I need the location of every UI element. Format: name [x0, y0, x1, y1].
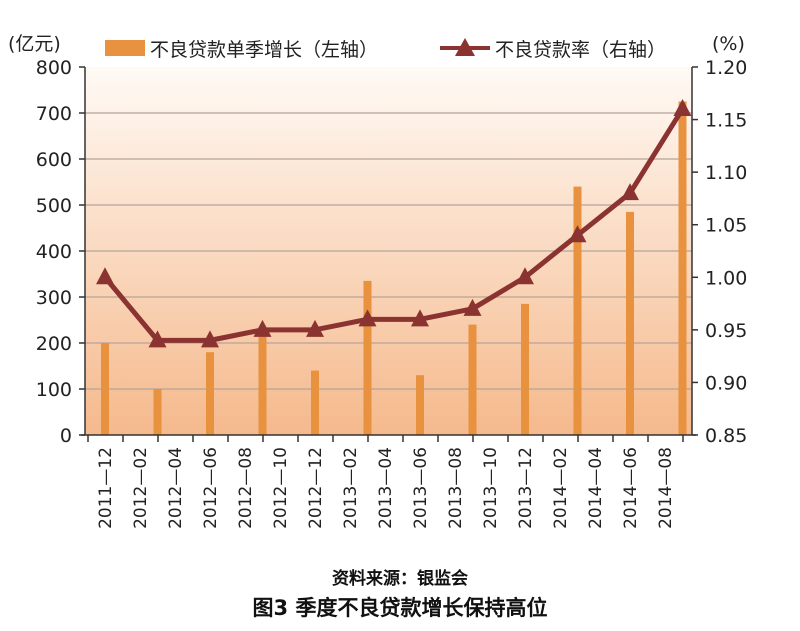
x-tick-label: 2013—04: [376, 447, 396, 529]
bar: [468, 324, 477, 435]
rate-point: [516, 267, 534, 285]
x-tick-label: 2012—06: [201, 447, 221, 529]
left-tick-label: 400: [36, 241, 72, 263]
legend-bar-label: 不良贷款单季增长（左轴）: [150, 39, 378, 61]
legend-line-label: 不良贷款率（右轴）: [495, 39, 666, 61]
left-axis-unit: (亿元): [8, 33, 61, 55]
rate-point: [201, 330, 219, 348]
bar: [311, 370, 319, 435]
bar: [258, 333, 267, 435]
rate-line: [103, 107, 685, 343]
bar: [573, 186, 582, 435]
x-tick-label: 2014—06: [621, 447, 641, 529]
rate-point: [463, 298, 482, 316]
x-tick-label: 2013—10: [481, 447, 501, 529]
left-tick-label: 100: [36, 379, 72, 401]
x-tick-label: 2014—04: [586, 447, 606, 529]
bar: [626, 211, 634, 435]
left-tick-label: 600: [36, 149, 72, 171]
x-tick-label: 2013—06: [411, 447, 431, 529]
chart-title: 图3 季度不良贷款增长保持高位: [253, 596, 548, 620]
right-tick-label: 0.90: [705, 372, 747, 394]
legend: 不良贷款单季增长（左轴） 不良贷款率（右轴）: [105, 38, 666, 61]
x-tick-label: 2013—12: [516, 447, 536, 529]
rate-point: [673, 99, 692, 117]
x-tick-label: 2012—02: [131, 447, 151, 529]
x-tick-label: 2012—10: [271, 447, 291, 529]
bar: [521, 303, 529, 435]
x-tick-label: 2013—08: [446, 447, 466, 529]
rate-point: [621, 183, 639, 201]
right-tick-label: 1.15: [705, 110, 747, 132]
bar: [206, 352, 214, 435]
right-axis-unit: (%): [712, 33, 745, 55]
rate-point: [358, 309, 377, 327]
x-tick-label: 2014—02: [551, 447, 571, 529]
left-tick-label: 700: [36, 103, 72, 125]
bar: [416, 375, 424, 435]
rate-point: [148, 330, 167, 348]
bar: [101, 343, 109, 435]
right-tick-label: 1.05: [705, 215, 747, 237]
bar: [153, 389, 162, 435]
bar: [678, 101, 687, 435]
left-tick-label: 0: [60, 425, 72, 447]
right-tick-label: 0.85: [705, 425, 747, 447]
x-tick-label: 2012—04: [166, 447, 186, 529]
rate-point: [253, 319, 272, 337]
right-tick-label: 0.95: [705, 320, 747, 342]
chart-source: 资料来源：银监会: [332, 568, 468, 589]
right-tick-label: 1.00: [705, 267, 747, 289]
legend-bar-swatch: [105, 40, 145, 56]
left-tick-label: 200: [36, 333, 72, 355]
right-tick-label: 1.10: [705, 162, 747, 184]
left-tick-label: 800: [36, 57, 72, 79]
left-tick-label: 500: [36, 195, 72, 217]
right-tick-label: 1.20: [705, 57, 747, 79]
rate-point: [96, 267, 114, 285]
bar: [363, 280, 372, 435]
rate-point: [568, 225, 587, 243]
rate-point: [306, 319, 324, 337]
x-tick-label: 2013—02: [341, 447, 361, 529]
rate-point: [411, 309, 429, 327]
x-tick-label: 2014—08: [656, 447, 676, 529]
left-tick-label: 300: [36, 287, 72, 309]
legend-triangle-icon: [455, 38, 475, 56]
x-tick-label: 2012—12: [306, 447, 326, 529]
x-tick-label: 2011—12: [96, 447, 116, 529]
x-tick-label: 2012—08: [236, 447, 256, 529]
